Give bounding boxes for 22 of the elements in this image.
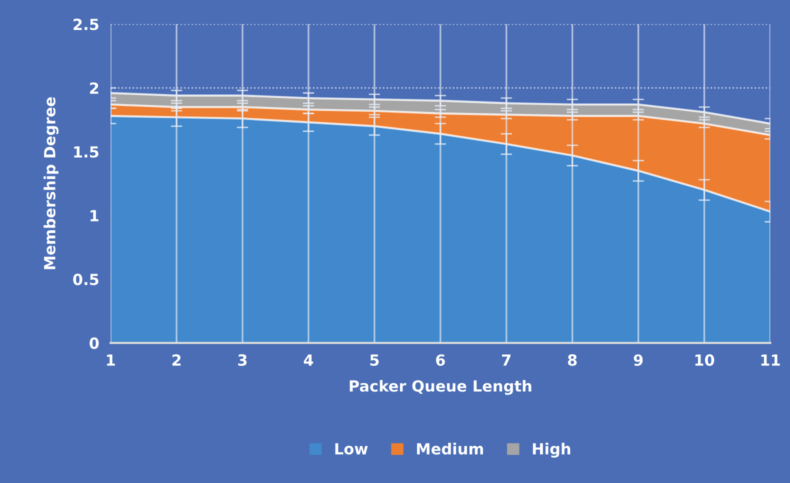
y-axis-title: Membership Degree xyxy=(44,97,59,270)
x-tick-label: 3 xyxy=(238,354,247,366)
y-tick-label: 1 xyxy=(90,210,98,222)
y-tick-label: 1.5 xyxy=(74,146,98,158)
legend-label: Low xyxy=(335,443,368,455)
x-tick-label: 5 xyxy=(370,354,379,366)
x-tick-label: 4 xyxy=(304,354,314,366)
x-tick-label: 10 xyxy=(695,354,714,366)
x-tick-label: 8 xyxy=(568,354,577,366)
x-tick-label: 11 xyxy=(761,354,780,366)
x-axis-title: Packer Queue Length xyxy=(350,380,532,395)
x-tick-label: 1 xyxy=(107,354,115,366)
x-tick-label: 2 xyxy=(172,354,181,366)
x-tick-label: 7 xyxy=(502,354,510,366)
y-tick-label: 0.5 xyxy=(73,274,98,286)
y-tick-label: 2.5 xyxy=(74,18,98,30)
y-tick-label: 0 xyxy=(90,337,99,349)
x-tick-label: 9 xyxy=(634,354,643,366)
x-tick-label: 6 xyxy=(436,354,445,366)
legend-label: Medium xyxy=(417,442,483,455)
legend-label: High xyxy=(532,442,570,458)
y-tick-label: 2 xyxy=(90,82,98,94)
